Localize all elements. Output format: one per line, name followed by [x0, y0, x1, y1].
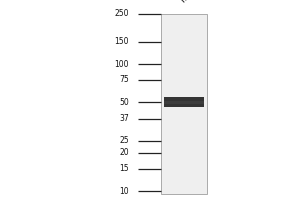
Text: kDa: kDa	[136, 0, 155, 2]
Bar	[164, 97, 204, 107]
Text: 50: 50	[119, 98, 129, 107]
Text: 20: 20	[119, 148, 129, 157]
Text: 37: 37	[119, 114, 129, 123]
Text: 10: 10	[119, 187, 129, 196]
Text: Thymus: Thymus	[177, 0, 207, 6]
Text: 100: 100	[115, 60, 129, 69]
Text: 150: 150	[115, 37, 129, 46]
Text: 250: 250	[115, 9, 129, 18]
Text: 75: 75	[119, 75, 129, 84]
Text: 25: 25	[119, 136, 129, 145]
Bar	[164, 101, 204, 104]
Bar	[160, 14, 207, 194]
Text: 15: 15	[119, 164, 129, 173]
